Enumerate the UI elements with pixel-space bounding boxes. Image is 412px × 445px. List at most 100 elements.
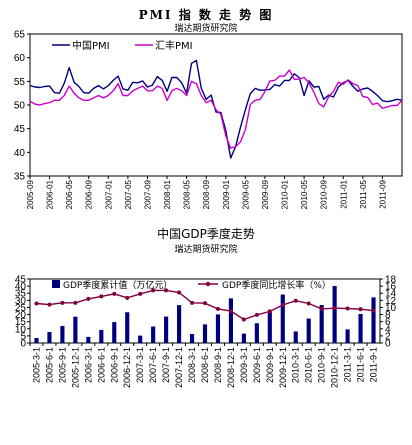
gdp-cumulative-bar xyxy=(138,335,143,343)
pmi-x-tick-label: 2009-05 xyxy=(241,179,250,209)
gdp-cumulative-bar xyxy=(164,316,169,343)
gdp-growth-point xyxy=(138,291,143,296)
gdp-cumulative-bar xyxy=(345,329,350,343)
gdp-left-y-tick-label: 5 xyxy=(20,331,26,342)
pmi-chart-title: PMI 指 数 走 势 图 xyxy=(138,8,274,22)
gdp-growth-point xyxy=(151,288,156,293)
gdp-x-tick-label: 2008-12-1 xyxy=(226,347,236,388)
gdp-right-y-tick-label: 8 xyxy=(385,310,391,321)
pmi-chart-panel: PMI 指 数 走 势 图 瑞达期货研究院 35 40 45 50 55 60 65 2005… xyxy=(0,0,412,218)
china-pmi-line xyxy=(29,59,403,159)
gdp-left-y-tick-label: 40 xyxy=(15,282,27,293)
gdp-x-tick-label: 2006-6-1 xyxy=(96,347,106,383)
gdp-cumulative-bar xyxy=(358,313,363,343)
gdp-x-tick-label: 2006-3-1 xyxy=(83,347,93,383)
pmi-y-tick-label: 50 xyxy=(14,101,26,112)
gdp-cumulative-bar xyxy=(112,322,117,343)
gdp-right-y-tick-label: 16 xyxy=(385,282,397,293)
gdp-chart-subtitle: 瑞达期货研究院 xyxy=(174,245,238,255)
gdp-x-tick-label: 2007-6-1 xyxy=(148,347,158,383)
gdp-x-tick-label: 2005-9-1 xyxy=(57,347,67,383)
gdp-x-tick-label: 2005-12-1 xyxy=(70,347,80,388)
gdp-x-tick-label: 2009-12-1 xyxy=(278,347,288,388)
gdp-right-y-tick-label: 18 xyxy=(385,275,397,286)
gdp-growth-point xyxy=(241,317,246,322)
gdp-growth-point xyxy=(86,296,91,301)
gdp-left-y-tick-label: 10 xyxy=(15,324,27,335)
gdp-growth-point xyxy=(371,308,376,313)
pmi-x-tick-label: 2010-05 xyxy=(300,179,309,209)
pmi-x-tick-label: 2008-09 xyxy=(202,179,211,209)
gdp-cumulative-bar xyxy=(86,336,91,343)
pmi-y-tick-label: 55 xyxy=(14,77,26,88)
pmi-plot-frame xyxy=(29,33,403,177)
gdp-growth-point xyxy=(112,291,117,296)
gdp-growth-point xyxy=(177,290,182,295)
gdp-x-tick-label: 2011-3-1 xyxy=(343,347,353,382)
pmi-chart-svg: 35 40 45 50 55 60 65 2005-09 2006-01 2006-05 2006-… xyxy=(14,30,403,209)
pmi-chart-subtitle: 瑞达期货研究院 xyxy=(174,24,238,34)
gdp-growth-point xyxy=(215,306,220,311)
gdp-cumulative-bar xyxy=(293,331,298,343)
pmi-x-tick-label: 2010-01 xyxy=(281,179,290,209)
gdp-growth-point xyxy=(190,300,195,305)
gdp-growth-point xyxy=(280,302,285,307)
gdp-chart-title: 中国GDP季度走势 xyxy=(157,227,255,241)
gdp-left-y-tick-label: 20 xyxy=(15,310,27,321)
gdp-left-y-tick-label: 30 xyxy=(15,296,27,307)
gdp-growth-point xyxy=(164,288,169,293)
gdp-x-tick-label: 2009-9-1 xyxy=(265,347,275,383)
gdp-x-tick-label: 2009-6-1 xyxy=(252,347,262,383)
gdp-cumulative-bar xyxy=(34,338,39,343)
gdp-cumulative-bar xyxy=(202,324,208,343)
pmi-y-tick-label: 60 xyxy=(14,53,26,64)
gdp-right-y-tick-label: 2 xyxy=(385,331,391,342)
gdp-x-tick-label: 2006-9-1 xyxy=(109,347,119,383)
gdp-cumulative-bar xyxy=(228,298,233,343)
pmi-y-tick-label: 35 xyxy=(14,172,26,183)
gdp-growth-point xyxy=(254,312,259,317)
pmi-x-tick-label: 2008-01 xyxy=(163,179,172,209)
pmi-y-tick-label: 65 xyxy=(14,30,26,41)
gdp-cumulative-bar xyxy=(215,314,221,343)
gdp-cumulative-bar xyxy=(125,312,130,343)
gdp-cumulative-bar xyxy=(319,305,324,343)
gdp-x-tick-label: 2010-6-1 xyxy=(304,347,314,383)
gdp-growth-point xyxy=(203,301,207,306)
pmi-x-tick-label: 2009-01 xyxy=(222,179,231,209)
pmi-x-tick-label: 2007-01 xyxy=(104,179,113,209)
gdp-growth-point xyxy=(47,302,52,307)
gdp-growth-point xyxy=(332,306,337,311)
china-pmi-legend-label: 中国PMI xyxy=(72,39,110,52)
gdp-growth-point xyxy=(228,309,233,313)
pmi-x-tick-label: 2007-05 xyxy=(124,179,133,209)
pmi-x-tick-label: 2005-09 xyxy=(26,179,35,209)
gdp-right-y-tick-label: 6 xyxy=(385,317,391,328)
gdp-x-tick-label: 2011-9-1 xyxy=(369,347,379,382)
gdp-x-tick-label: 2005-6-1 xyxy=(44,347,54,383)
gdp-growth-point xyxy=(319,306,324,311)
hsbc-pmi-legend-label: 汇丰PMI xyxy=(155,39,193,52)
gdp-cumulative-bar xyxy=(73,316,78,343)
pmi-x-tick-label: 2009-09 xyxy=(261,179,270,209)
gdp-growth-point xyxy=(60,300,65,305)
gdp-x-tick-label: 2010-12-1 xyxy=(330,347,340,388)
gdp-cumulative-bar xyxy=(267,311,272,343)
pmi-x-tick-label: 2007-09 xyxy=(143,179,152,209)
gdp-left-y-tick-label: 35 xyxy=(15,289,27,300)
gdp-chart-panel: 中国GDP季度走势 瑞达期货研究院 0 5 10 15 20 25 30 35 40 45 0 2 4 6… xyxy=(0,222,412,445)
gdp-x-tick-label: 2009-3-1 xyxy=(239,347,249,383)
pmi-x-tick-label: 2006-05 xyxy=(65,179,74,209)
pmi-x-tick-label: 2006-09 xyxy=(85,179,94,209)
gdp-left-y-tick-label: 45 xyxy=(15,275,27,286)
gdp-right-y-tick-label: 12 xyxy=(385,296,397,307)
pmi-x-tick-label: 2011-01 xyxy=(339,179,348,208)
gdp-growth-point xyxy=(125,295,130,300)
gdp-growth-point xyxy=(345,306,350,311)
gdp-growth-point xyxy=(73,300,78,305)
gdp-cumulative-legend-label: GDP季度累计值（万亿元） xyxy=(63,279,172,291)
pmi-y-tick-label: 40 xyxy=(14,148,26,159)
gdp-cumulative-bar xyxy=(371,297,376,343)
gdp-x-tick-label: 2011-6-1 xyxy=(356,347,366,382)
pmi-x-tick-label: 2006-01 xyxy=(46,179,55,209)
